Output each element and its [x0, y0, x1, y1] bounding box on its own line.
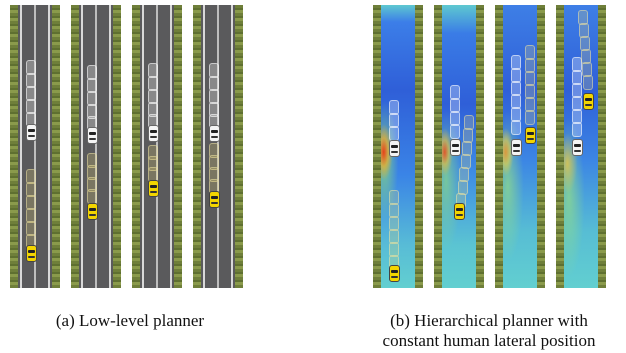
white-car-icon — [450, 139, 461, 156]
white-car-icon — [26, 124, 37, 141]
yellow-car-icon — [148, 180, 159, 197]
caption-hierarchical-planner-line2: constant human lateral position — [382, 331, 596, 350]
hierarchical-panel-2 — [434, 5, 484, 288]
white-car-icon — [572, 139, 583, 156]
hierarchical-panel-1 — [373, 5, 423, 288]
grass-right — [52, 5, 60, 288]
yellow-car-icon — [525, 127, 536, 144]
hierarchical-panel-3 — [495, 5, 545, 288]
white-car-icon — [389, 140, 400, 157]
white-car-icon — [511, 139, 522, 156]
yellow-car-icon — [209, 191, 220, 208]
caption-hierarchical-planner-line1: (b) Hierarchical planner with — [390, 311, 588, 330]
caption-low-level-planner: (a) Low-level planner — [55, 311, 205, 330]
yellow-car-icon — [454, 203, 465, 220]
yellow-car-icon — [87, 203, 98, 220]
low-level-panel-3 — [132, 5, 182, 288]
white-car-icon — [209, 125, 220, 142]
low-level-panel-2 — [71, 5, 121, 288]
white-car-icon — [148, 125, 159, 142]
yellow-car-icon — [389, 265, 400, 282]
yellow-car-icon — [26, 245, 37, 262]
low-level-panel-1 — [10, 5, 60, 288]
low-level-panel-4 — [193, 5, 243, 288]
grass-left — [10, 5, 18, 288]
hierarchical-panel-4 — [556, 5, 606, 288]
white-car-icon — [87, 127, 98, 144]
yellow-car-icon — [583, 93, 594, 110]
